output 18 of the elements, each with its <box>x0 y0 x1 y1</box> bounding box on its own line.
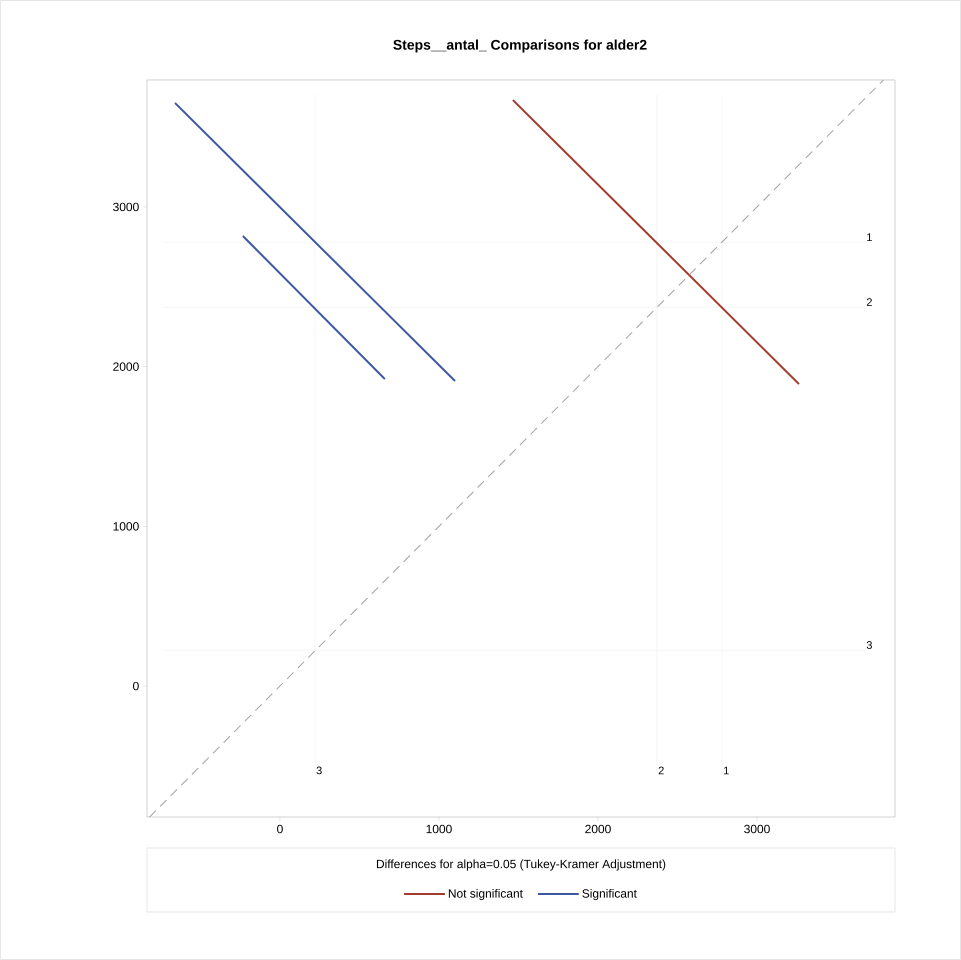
annotation: 1 <box>724 766 729 774</box>
x-tick-label: 0 <box>277 824 283 834</box>
x-tick-label: 3000 <box>744 824 770 834</box>
y-tick-label: 2000 <box>113 362 139 371</box>
x-tick-label: 1000 <box>426 824 452 834</box>
y-tick-label: 1000 <box>114 522 139 531</box>
y-tick-label: 3000 <box>113 202 139 212</box>
annotation: 2 <box>866 298 872 306</box>
legend-label: Not significant <box>448 888 523 900</box>
annotation: 1 <box>867 233 872 241</box>
legend-label: Significant <box>582 888 637 900</box>
annotation: 3 <box>866 641 872 649</box>
chart-title: Steps__antal_ Comparisons for alder2 <box>393 39 647 52</box>
annotation: 2 <box>658 766 664 774</box>
annotation: 3 <box>316 766 322 774</box>
x-tick-label: 2000 <box>585 824 611 834</box>
legend-title: Differences for alpha=0.05 (Tukey-Kramer Adjustment) <box>376 859 666 871</box>
y-tick-label: 0 <box>133 682 139 690</box>
